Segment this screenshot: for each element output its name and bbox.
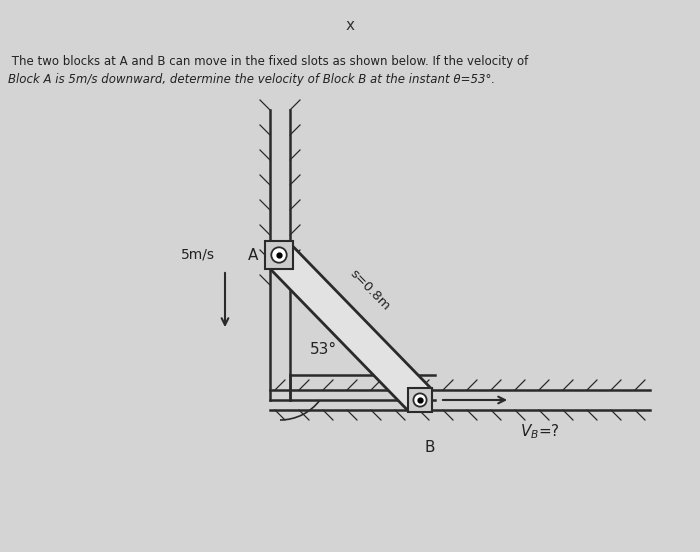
Text: A: A (248, 247, 258, 263)
Text: The two blocks at A and B can move in the fixed slots as shown below. If the vel: The two blocks at A and B can move in th… (8, 55, 528, 68)
Text: x: x (346, 18, 354, 33)
Text: Block A is 5m/s downward, determine the velocity of Block B at the instant θ=53°: Block A is 5m/s downward, determine the … (8, 73, 495, 86)
Bar (408, 388, 432, 412)
Polygon shape (267, 244, 431, 411)
Circle shape (414, 394, 426, 407)
Text: 53°: 53° (310, 342, 337, 358)
Bar (265, 241, 293, 269)
Text: $V_B$=?: $V_B$=? (520, 423, 560, 442)
Text: B: B (425, 440, 435, 455)
Circle shape (272, 247, 287, 263)
Text: 5m/s: 5m/s (181, 248, 215, 262)
Text: s=0.8m: s=0.8m (347, 267, 393, 313)
